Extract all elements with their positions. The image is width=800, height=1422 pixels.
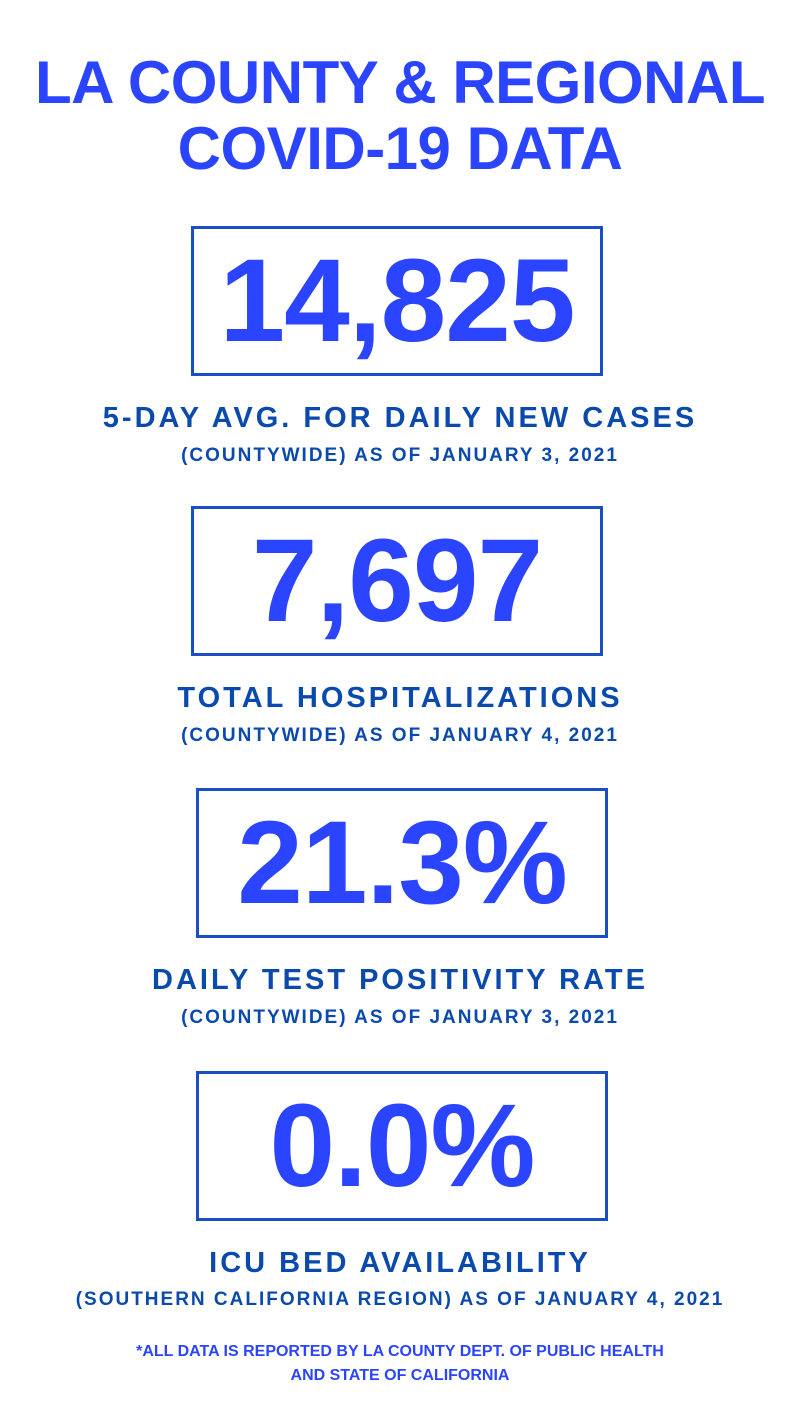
stat-box-icu: 0.0% [196, 1071, 608, 1221]
stat-value: 7,697 [251, 515, 543, 647]
stat-sub: (SOUTHERN CALIFORNIA REGION) AS OF JANUA… [75, 1289, 725, 1310]
title-line-2: COVID-19 DATA [177, 115, 623, 182]
stat-label: 5-DAY AVG. FOR DAILY NEW CASES [102, 402, 698, 434]
stat-box-new-cases: 14,825 [191, 226, 603, 376]
stat-sub: (COUNTYWIDE) AS OF JANUARY 3, 2021 [181, 445, 619, 466]
stat-label: TOTAL HOSPITALIZATIONS [177, 682, 623, 714]
stat-box-positivity: 21.3% [196, 788, 608, 938]
stat-box-hospitalizations: 7,697 [191, 506, 603, 656]
stat-sub: (COUNTYWIDE) AS OF JANUARY 4, 2021 [181, 725, 619, 746]
footnote-line-2: AND STATE OF CALIFORNIA [290, 1367, 510, 1384]
stat-label: DAILY TEST POSITIVITY RATE [152, 964, 648, 996]
footnote-line-1: *ALL DATA IS REPORTED BY LA COUNTY DEPT.… [136, 1343, 664, 1360]
stat-value: 14,825 [219, 235, 576, 367]
title-line-1: LA COUNTY & REGIONAL [34, 49, 766, 116]
stat-value: 21.3% [237, 797, 568, 929]
stat-sub: (COUNTYWIDE) AS OF JANUARY 3, 2021 [181, 1007, 619, 1028]
stat-label: ICU BED AVAILABILITY [209, 1247, 591, 1279]
stat-value: 0.0% [269, 1080, 536, 1212]
